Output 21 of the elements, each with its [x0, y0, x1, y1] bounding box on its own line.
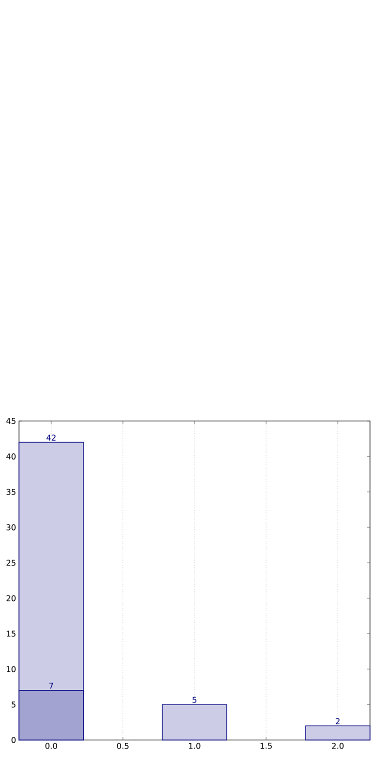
data-label: 2 — [336, 718, 340, 724]
y-tick-label: 45 — [6, 418, 16, 424]
y-tick-label: 0 — [12, 736, 16, 744]
y-tick-label: 25 — [6, 560, 16, 566]
y-tick-label: 15 — [6, 630, 16, 637]
y-tick-label: 30 — [6, 524, 16, 530]
data-label: 5 — [192, 696, 196, 703]
y-tick-label: 40 — [6, 453, 16, 460]
x-tick-label: 0.0 — [45, 742, 58, 749]
data-label: 42 — [46, 434, 56, 441]
bar — [305, 725, 370, 740]
x-tick-label: 1.5 — [260, 742, 272, 749]
data-label: 7 — [49, 682, 54, 689]
y-tick-label: 10 — [6, 666, 16, 672]
x-tick-label: 2.0 — [332, 742, 344, 749]
y-tick-label: 35 — [6, 488, 16, 495]
x-tick-label: 0.5 — [117, 742, 129, 749]
bar — [162, 704, 228, 740]
x-tick-label: 1.0 — [189, 742, 200, 749]
y-tick-label: 20 — [6, 595, 16, 602]
y-tick-label: 5 — [12, 702, 16, 708]
